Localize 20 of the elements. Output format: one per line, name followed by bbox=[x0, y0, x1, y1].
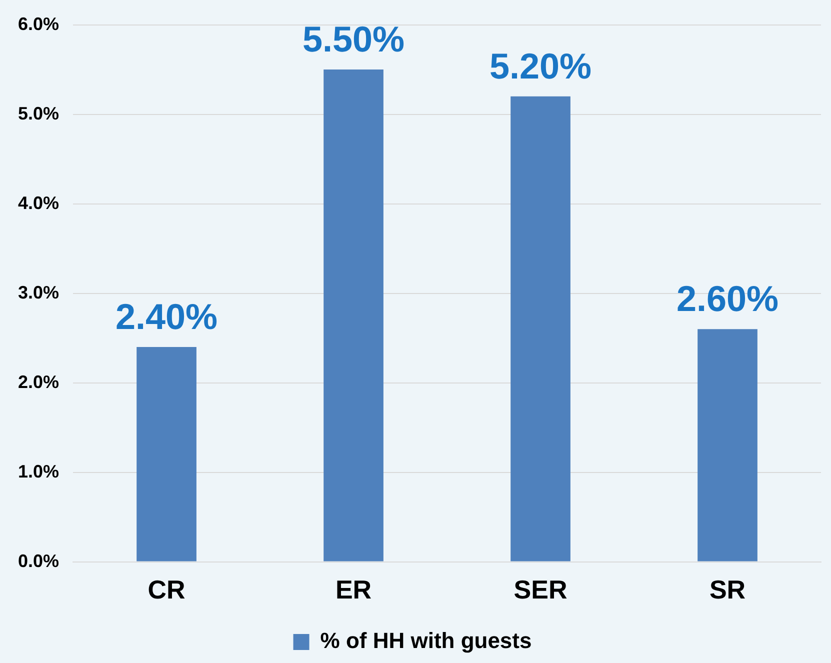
data-label: 5.50% bbox=[302, 18, 405, 60]
bar bbox=[698, 329, 758, 562]
y-tick-label: 4.0% bbox=[18, 192, 60, 213]
bar bbox=[324, 70, 384, 562]
x-tick-label: CR bbox=[148, 574, 186, 605]
bar bbox=[510, 96, 570, 562]
y-tick-label: 6.0% bbox=[18, 14, 60, 34]
data-label: 2.40% bbox=[115, 296, 218, 337]
bar bbox=[136, 347, 196, 562]
y-tick-label: 5.0% bbox=[18, 103, 60, 124]
x-tick-label: SR bbox=[709, 574, 746, 605]
y-tick-label: 0.0% bbox=[18, 550, 60, 571]
y-tick-label: 1.0% bbox=[18, 461, 60, 482]
x-tick-label: SER bbox=[514, 574, 568, 605]
data-label: 5.20% bbox=[489, 45, 592, 86]
y-tick-label: 3.0% bbox=[18, 282, 60, 302]
data-label: 2.60% bbox=[676, 278, 779, 320]
y-tick-label: 2.0% bbox=[18, 372, 60, 392]
x-tick-label: ER bbox=[335, 574, 372, 605]
legend-label: % of HH with guests bbox=[320, 628, 532, 654]
